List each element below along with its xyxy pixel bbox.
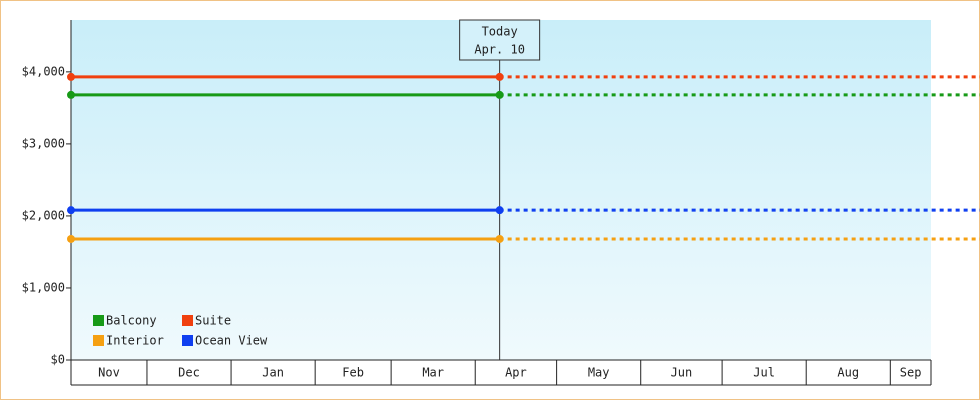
legend-label: Balcony	[106, 314, 157, 328]
x-tick-label: Dec	[178, 366, 200, 380]
x-tick-label: Sep	[900, 366, 922, 380]
point	[495, 234, 504, 243]
y-tick-label: $0	[51, 353, 65, 367]
y-tick-label: $1,000	[22, 280, 65, 294]
y-tick-label: $2,000	[22, 208, 65, 222]
x-tick-label: Jul	[753, 366, 775, 380]
today-date: Apr. 10	[474, 43, 525, 57]
x-tick-label: Nov	[98, 366, 120, 380]
y-tick-label: $4,000	[22, 64, 65, 78]
point	[495, 206, 504, 215]
legend-swatch	[93, 315, 104, 326]
legend-label: Interior	[106, 334, 164, 348]
today-title: Today	[482, 25, 518, 39]
point	[67, 72, 75, 81]
x-tick-label: Jan	[262, 366, 284, 380]
x-tick-label: Aug	[837, 366, 859, 380]
x-tick-label: Apr	[505, 366, 527, 380]
point	[67, 206, 75, 215]
x-tick-label: Feb	[342, 366, 364, 380]
point	[495, 90, 504, 99]
y-tick-label: $3,000	[22, 136, 65, 150]
x-tick-label: Mar	[422, 366, 444, 380]
today-box	[459, 19, 541, 61]
legend-label: Suite	[195, 314, 231, 328]
legend-swatch	[182, 335, 193, 346]
point	[67, 90, 75, 99]
legend-swatch	[93, 335, 104, 346]
point	[67, 234, 75, 243]
point	[495, 72, 504, 81]
plot-area	[71, 20, 931, 360]
x-tick-label: May	[588, 366, 610, 380]
x-tick-label: Jun	[671, 366, 693, 380]
legend-label: Ocean View	[195, 334, 268, 348]
legend-swatch	[182, 315, 193, 326]
